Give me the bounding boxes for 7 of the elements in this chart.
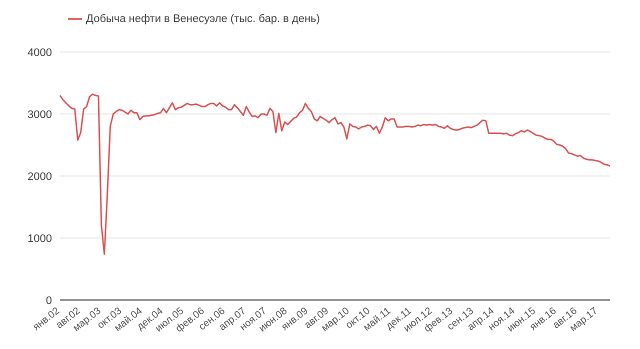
y-tick-label: 0 — [46, 294, 52, 307]
line-series — [59, 93, 611, 255]
y-tick-label: 1000 — [28, 232, 52, 245]
y-tick-label: 2000 — [28, 170, 52, 183]
legend-label: Добыча нефти в Венесуэле (тыс. бар. в день) — [86, 12, 320, 25]
y-tick-label: 3000 — [28, 108, 52, 121]
y-tick-label: 4000 — [28, 46, 52, 59]
